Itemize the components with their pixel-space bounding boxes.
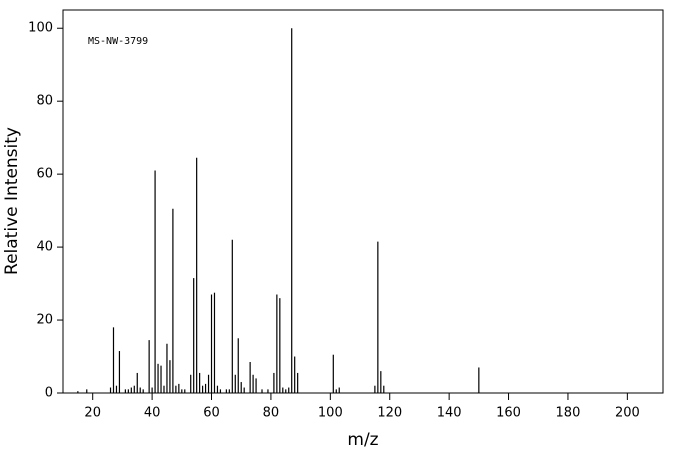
x-tick-label: 120 [377,406,402,421]
x-tick-label: 80 [263,406,280,421]
y-tick-label: 20 [36,313,53,328]
annotation: MS-NW-3799 [88,36,148,47]
x-tick-label: 140 [437,406,462,421]
x-tick-label: 60 [203,406,220,421]
x-tick-label: 200 [615,406,640,421]
y-tick-label: 0 [45,386,53,401]
x-tick-label: 40 [144,406,161,421]
x-tick-label: 20 [84,406,101,421]
x-tick-label: 160 [496,406,521,421]
plot-frame [62,9,664,394]
y-tick-label: 60 [36,167,53,182]
y-axis-label: Relative Intensity [2,127,22,275]
x-tick-label: 100 [318,406,343,421]
x-tick-label: 180 [556,406,581,421]
y-tick-label: 40 [36,240,53,255]
y-tick-label: 100 [28,21,53,36]
x-axis-label: m/z [347,430,378,450]
y-tick-label: 80 [36,94,53,109]
